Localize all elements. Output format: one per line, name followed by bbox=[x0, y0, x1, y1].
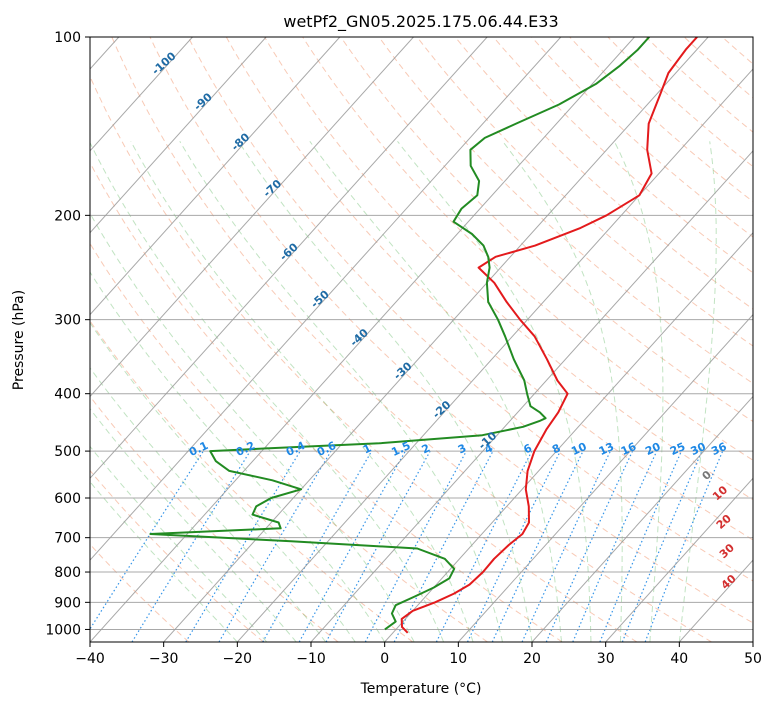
isotherm-line bbox=[236, 68, 753, 642]
x-tick-label: 0 bbox=[380, 651, 389, 667]
x-tick-label: 10 bbox=[449, 651, 467, 667]
isotherm-line bbox=[90, 37, 414, 398]
y-tick-label: 700 bbox=[54, 531, 81, 547]
mixing-ratio-line bbox=[572, 450, 658, 642]
x-tick-label: −30 bbox=[149, 651, 179, 667]
mixing-ratio-line bbox=[599, 450, 682, 642]
dry-adiabat-line bbox=[416, 37, 753, 347]
mixing-ratio-line bbox=[644, 450, 724, 642]
mixing-ratio-label: 30 bbox=[689, 440, 709, 458]
x-tick-label: 40 bbox=[670, 651, 688, 667]
dry-adiabat-line bbox=[90, 469, 264, 642]
pressure-gridlines bbox=[90, 37, 753, 630]
x-tick-label: −40 bbox=[75, 651, 105, 667]
mixing-ratio-label: 16 bbox=[619, 440, 639, 458]
x-tick-label: 30 bbox=[597, 651, 615, 667]
mixing-ratio-line bbox=[298, 450, 406, 642]
y-tick-label: 1000 bbox=[45, 622, 81, 638]
plot-background bbox=[90, 37, 753, 642]
isotherm-line bbox=[384, 231, 753, 642]
chart-title: wetPf2_GN05.2025.175.06.44.E33 bbox=[283, 12, 558, 32]
isotherm-line bbox=[90, 37, 488, 480]
y-axis-label: Pressure (hPa) bbox=[11, 290, 27, 390]
isotherm-line bbox=[457, 313, 753, 642]
mixing-ratio-line bbox=[325, 450, 431, 642]
dry-adiabat-line bbox=[454, 37, 753, 310]
y-tick-label: 900 bbox=[54, 595, 81, 611]
dewpoint-profile-line bbox=[149, 37, 650, 631]
isotherm-line bbox=[90, 37, 635, 642]
mixing-ratio-line bbox=[435, 450, 533, 642]
plot-frame bbox=[89, 36, 754, 643]
isotherm-line bbox=[163, 37, 709, 642]
x-tick-label: 20 bbox=[523, 651, 541, 667]
y-tick-label: 600 bbox=[54, 491, 81, 507]
x-axis-label: Temperature (°C) bbox=[360, 681, 482, 697]
mixing-ratio-label: 36 bbox=[709, 440, 729, 458]
x-tick-label: 50 bbox=[744, 651, 762, 667]
isotherm-line bbox=[90, 37, 341, 316]
mixing-ratio-line bbox=[621, 450, 703, 642]
axes: −40 −30 −20 −10 0 10 20 30 40 50 100 200 300 400 500 60… bbox=[45, 30, 762, 667]
isotherms bbox=[90, 37, 753, 642]
mixing-ratio-label: 25 bbox=[668, 440, 687, 458]
dry-adiabat-line bbox=[90, 395, 339, 642]
x-tick-label: −10 bbox=[296, 651, 326, 667]
dry-adiabat-line bbox=[90, 543, 190, 642]
y-tick-label: 500 bbox=[54, 444, 81, 460]
isotherm-line bbox=[90, 37, 193, 152]
isotherm-line bbox=[752, 641, 753, 642]
y-tick-label: 200 bbox=[54, 208, 81, 224]
temperature-profile-line bbox=[400, 37, 698, 634]
mixing-ratio-line bbox=[364, 450, 467, 642]
y-tick-label: 400 bbox=[54, 387, 81, 403]
profile-series bbox=[149, 37, 698, 634]
dry-adiabat-line bbox=[149, 37, 753, 624]
isotherm-line bbox=[605, 477, 753, 642]
y-tick-label: 800 bbox=[54, 565, 81, 581]
isotherm-line bbox=[90, 37, 267, 234]
mixing-ratio-label: 10 bbox=[569, 440, 589, 458]
isotherm-line bbox=[310, 150, 753, 642]
mixing-ratio-line bbox=[545, 450, 634, 642]
dry-adiabat-line bbox=[90, 161, 563, 642]
y-tick-label: 100 bbox=[54, 30, 81, 46]
mixing-ratio-line bbox=[90, 450, 204, 631]
dry-adiabat-line bbox=[90, 242, 488, 642]
isotherm-line bbox=[531, 395, 753, 642]
y-tick-label: 300 bbox=[54, 313, 81, 329]
x-tick-label: −20 bbox=[223, 651, 253, 667]
isotherm-line bbox=[90, 37, 562, 561]
dry-adiabat-line bbox=[761, 37, 775, 642]
mixing-ratio-label: 20 bbox=[643, 440, 663, 458]
mixing-ratio-label: 13 bbox=[597, 440, 616, 458]
